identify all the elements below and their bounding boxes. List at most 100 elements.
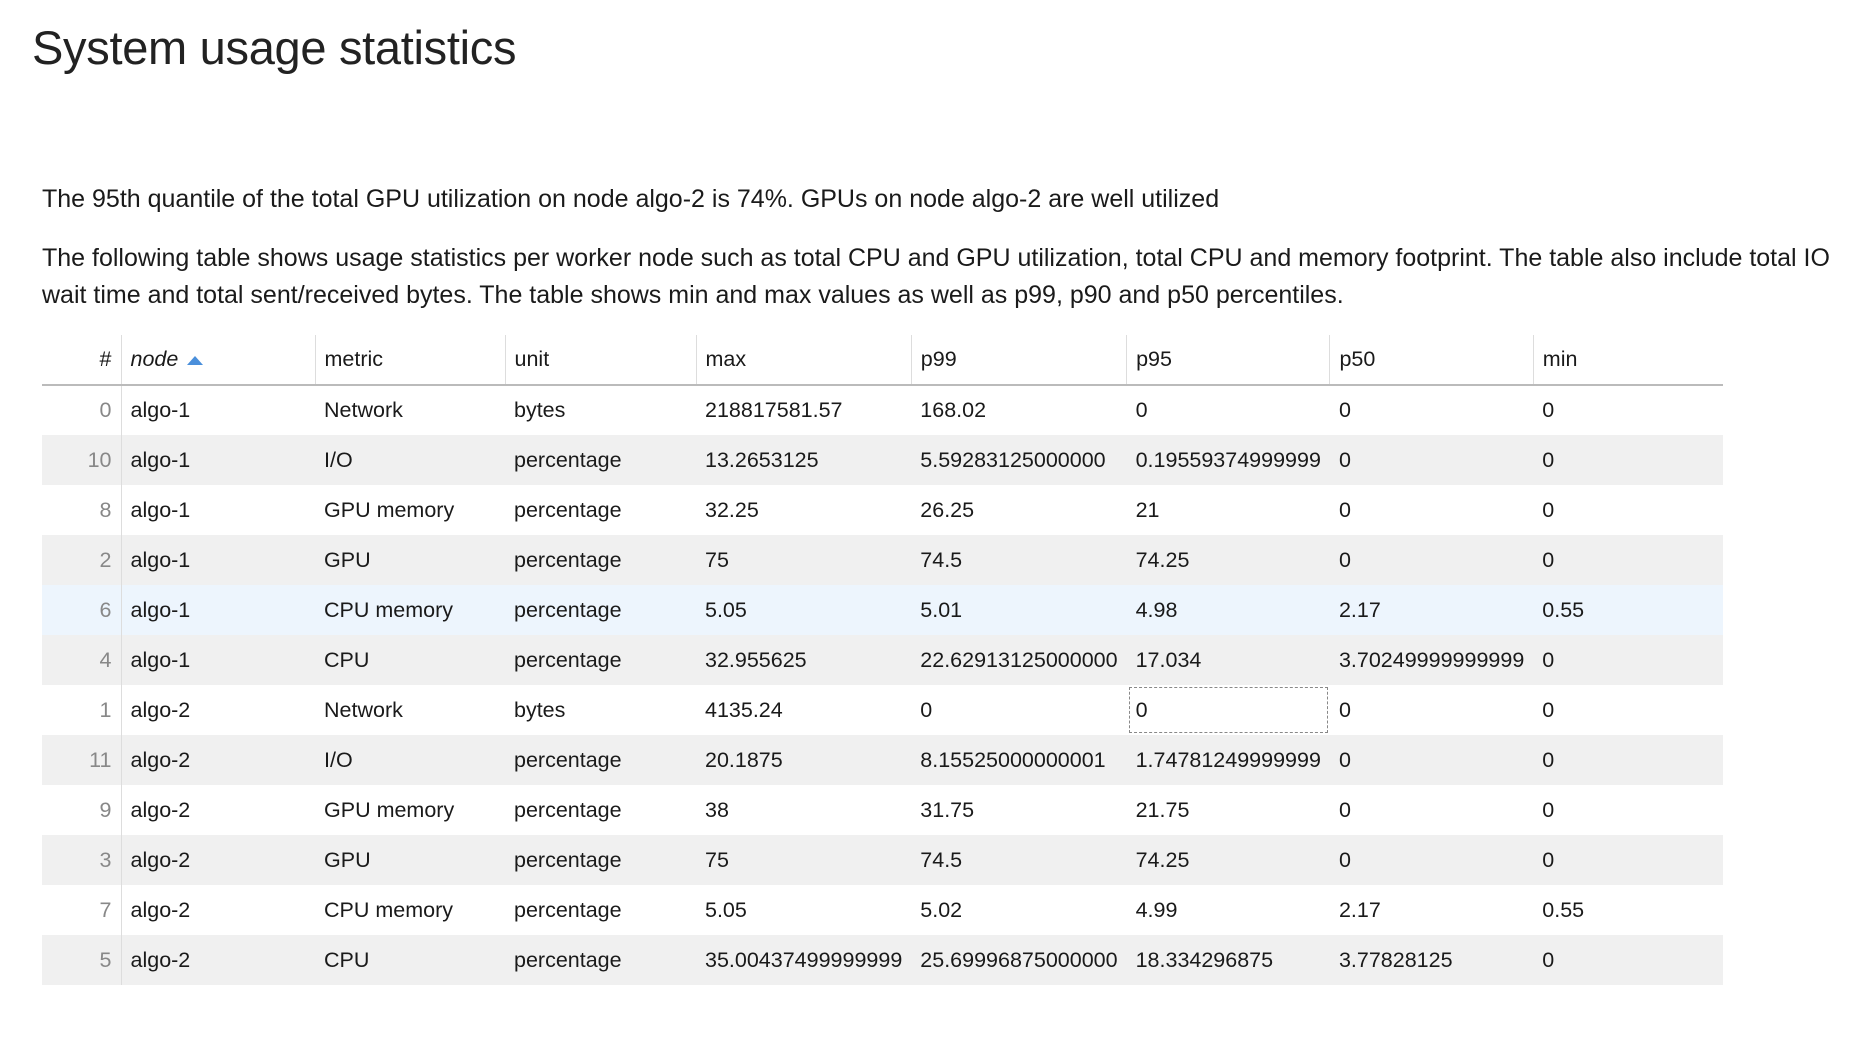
table-cell[interactable]: Network [324, 398, 403, 422]
table-cell[interactable]: percentage [505, 935, 696, 985]
column-header[interactable]: metric [314, 335, 505, 386]
table-cell[interactable]: 0 [1329, 835, 1534, 885]
table-cell[interactable]: 32.25 [705, 497, 759, 522]
table-cell[interactable]: 5.05 [705, 897, 747, 922]
table-row[interactable]: 10 algo-1 I/O percentage 13.2653125 5.5928312… [42, 435, 1724, 485]
table-cell[interactable]: 0.55 [1542, 897, 1585, 922]
table-cell[interactable]: GPU [315, 535, 505, 585]
table-cell[interactable]: CPU memory [324, 897, 454, 922]
table-cell[interactable]: 0.19559374999999 [1126, 435, 1330, 485]
table-cell[interactable]: 0 [1533, 635, 1724, 685]
table-cell[interactable]: CPU memory [315, 585, 505, 635]
table-row[interactable]: 5 algo-2 CPU percentage 35.00437499999999 25.… [42, 935, 1724, 985]
table-row[interactable]: 8 algo-1 GPU memory percentage 32.25 26.25 21 0… [42, 485, 1723, 535]
table-cell[interactable]: GPU memory [324, 797, 455, 822]
table-cell[interactable]: 20.1875 [696, 735, 912, 785]
table-cell[interactable]: 74.25 [1126, 535, 1330, 585]
table-cell[interactable]: 0 [1329, 735, 1534, 785]
table-cell[interactable]: 8.15525000000001 [911, 735, 1127, 785]
column-header[interactable]: unit [504, 335, 696, 386]
table-row[interactable]: 0 algo-1 Network bytes 218817581.57 168.02 0 0 0 [42, 385, 1723, 435]
table-cell[interactable]: bytes [514, 697, 566, 722]
table-cell[interactable]: 5.59283125000000 [911, 435, 1127, 485]
table-cell[interactable]: 32.955625 [696, 635, 912, 685]
table-cell[interactable]: Network [324, 697, 403, 722]
table-cell[interactable]: algo-1 [130, 497, 191, 522]
table-cell[interactable]: percentage [514, 897, 622, 922]
table-cell[interactable]: 0 [1338, 797, 1351, 822]
table-cell[interactable]: algo-1 [121, 435, 315, 485]
table-cell[interactable]: 35.00437499999999 [696, 935, 912, 985]
table-cell[interactable]: algo-2 [130, 697, 191, 722]
table-cell[interactable]: percentage [505, 585, 696, 635]
table-cell[interactable]: 18.334296875 [1126, 935, 1330, 985]
table-cell[interactable]: 13.2653125 [696, 435, 912, 485]
table-cell[interactable]: 4.98 [1126, 585, 1330, 635]
table-cell[interactable]: 3.70249999999999 [1329, 635, 1534, 685]
table-row[interactable]: 6 algo-1 CPU memory percentage 5.05 5.01 4.98 2… [42, 585, 1724, 635]
table-cell[interactable]: 0 [1533, 535, 1724, 585]
table-cell[interactable]: 3.77828125 [1329, 935, 1534, 985]
table-cell[interactable]: 2.17 [1338, 897, 1381, 922]
table-cell[interactable]: 0 [1338, 697, 1351, 722]
table-cell[interactable]: 75 [696, 835, 912, 885]
table-cell[interactable]: algo-2 [121, 835, 315, 885]
table-row[interactable]: 1 algo-2 Network bytes 4135.24 0 0 0 0 [42, 685, 1723, 735]
table-cell[interactable]: algo-2 [121, 735, 315, 785]
column-header[interactable]: p95 [1126, 335, 1330, 386]
table-cell[interactable]: 31.75 [920, 797, 975, 822]
table-cell[interactable]: percentage [505, 635, 696, 685]
table-cell[interactable]: 22.62913125000000 [911, 635, 1127, 685]
table-cell[interactable]: 0 [1542, 797, 1555, 822]
table-cell[interactable]: 0 [1542, 697, 1555, 722]
table-cell[interactable]: percentage [505, 435, 696, 485]
column-header[interactable]: max [695, 335, 912, 386]
table-cell[interactable]: 218817581.57 [705, 398, 843, 422]
table-cell[interactable]: 0 [1338, 398, 1351, 422]
table-cell[interactable]: 17.034 [1126, 635, 1330, 685]
table-cell[interactable]: 0 [920, 697, 933, 722]
table-cell[interactable]: percentage [505, 535, 696, 585]
table-cell[interactable]: 5.01 [911, 585, 1127, 635]
column-header[interactable]: min [1532, 335, 1724, 386]
table-cell[interactable]: CPU [315, 935, 505, 985]
table-cell[interactable]: 0 [1533, 435, 1724, 485]
table-cell[interactable]: 4135.24 [705, 697, 783, 722]
table-cell[interactable]: 21.75 [1135, 797, 1190, 822]
table-cell[interactable]: 38 [705, 797, 729, 822]
table-row[interactable]: 3 algo-2 GPU percentage 75 74.5 74.25 0 0 [42, 835, 1724, 885]
table-cell[interactable]: 0 [1329, 435, 1534, 485]
column-header[interactable]: node [120, 335, 315, 386]
table-cell[interactable]: algo-1 [121, 535, 315, 585]
column-header[interactable]: # [42, 335, 121, 386]
table-cell[interactable]: 0 [1533, 835, 1724, 885]
table-cell[interactable]: 0 [1542, 398, 1555, 422]
table-cell[interactable]: 4.99 [1135, 897, 1178, 922]
table-cell[interactable]: GPU [315, 835, 505, 885]
table-cell[interactable]: 0 [1338, 497, 1351, 522]
table-cell[interactable]: 0.55 [1533, 585, 1724, 635]
table-row[interactable]: 9 algo-2 GPU memory percentage 38 31.75 21.75 0… [42, 785, 1723, 835]
table-cell[interactable]: algo-1 [121, 635, 315, 685]
table-cell[interactable]: algo-2 [130, 797, 191, 822]
table-cell[interactable]: algo-1 [121, 585, 315, 635]
table-cell[interactable]: percentage [505, 835, 696, 885]
table-row[interactable]: 7 algo-2 CPU memory percentage 5.05 5.02 4.99 2… [42, 885, 1723, 935]
table-row[interactable]: 11 algo-2 I/O percentage 20.1875 8.1552500000… [42, 735, 1724, 785]
table-cell[interactable]: 0 [1135, 398, 1148, 422]
table-cell[interactable]: 0 [1533, 935, 1724, 985]
table-cell[interactable]: 0 [1329, 535, 1534, 585]
table-cell[interactable]: 74.5 [911, 835, 1127, 885]
table-cell[interactable]: 25.69996875000000 [911, 935, 1127, 985]
table-cell[interactable]: 0 [1533, 735, 1724, 785]
table-cell[interactable]: 168.02 [920, 398, 987, 422]
table-cell[interactable]: algo-1 [130, 398, 191, 422]
table-cell[interactable]: 74.25 [1126, 835, 1330, 885]
table-cell[interactable]: 21 [1135, 497, 1160, 522]
table-cell[interactable]: bytes [514, 398, 566, 422]
table-cell[interactable]: 1.74781249999999 [1126, 735, 1330, 785]
table-row[interactable]: 2 algo-1 GPU percentage 75 74.5 74.25 0 0 [42, 535, 1724, 585]
table-cell[interactable]: I/O [315, 735, 505, 785]
table-cell[interactable]: percentage [505, 735, 696, 785]
table-cell[interactable]: percentage [514, 797, 622, 822]
